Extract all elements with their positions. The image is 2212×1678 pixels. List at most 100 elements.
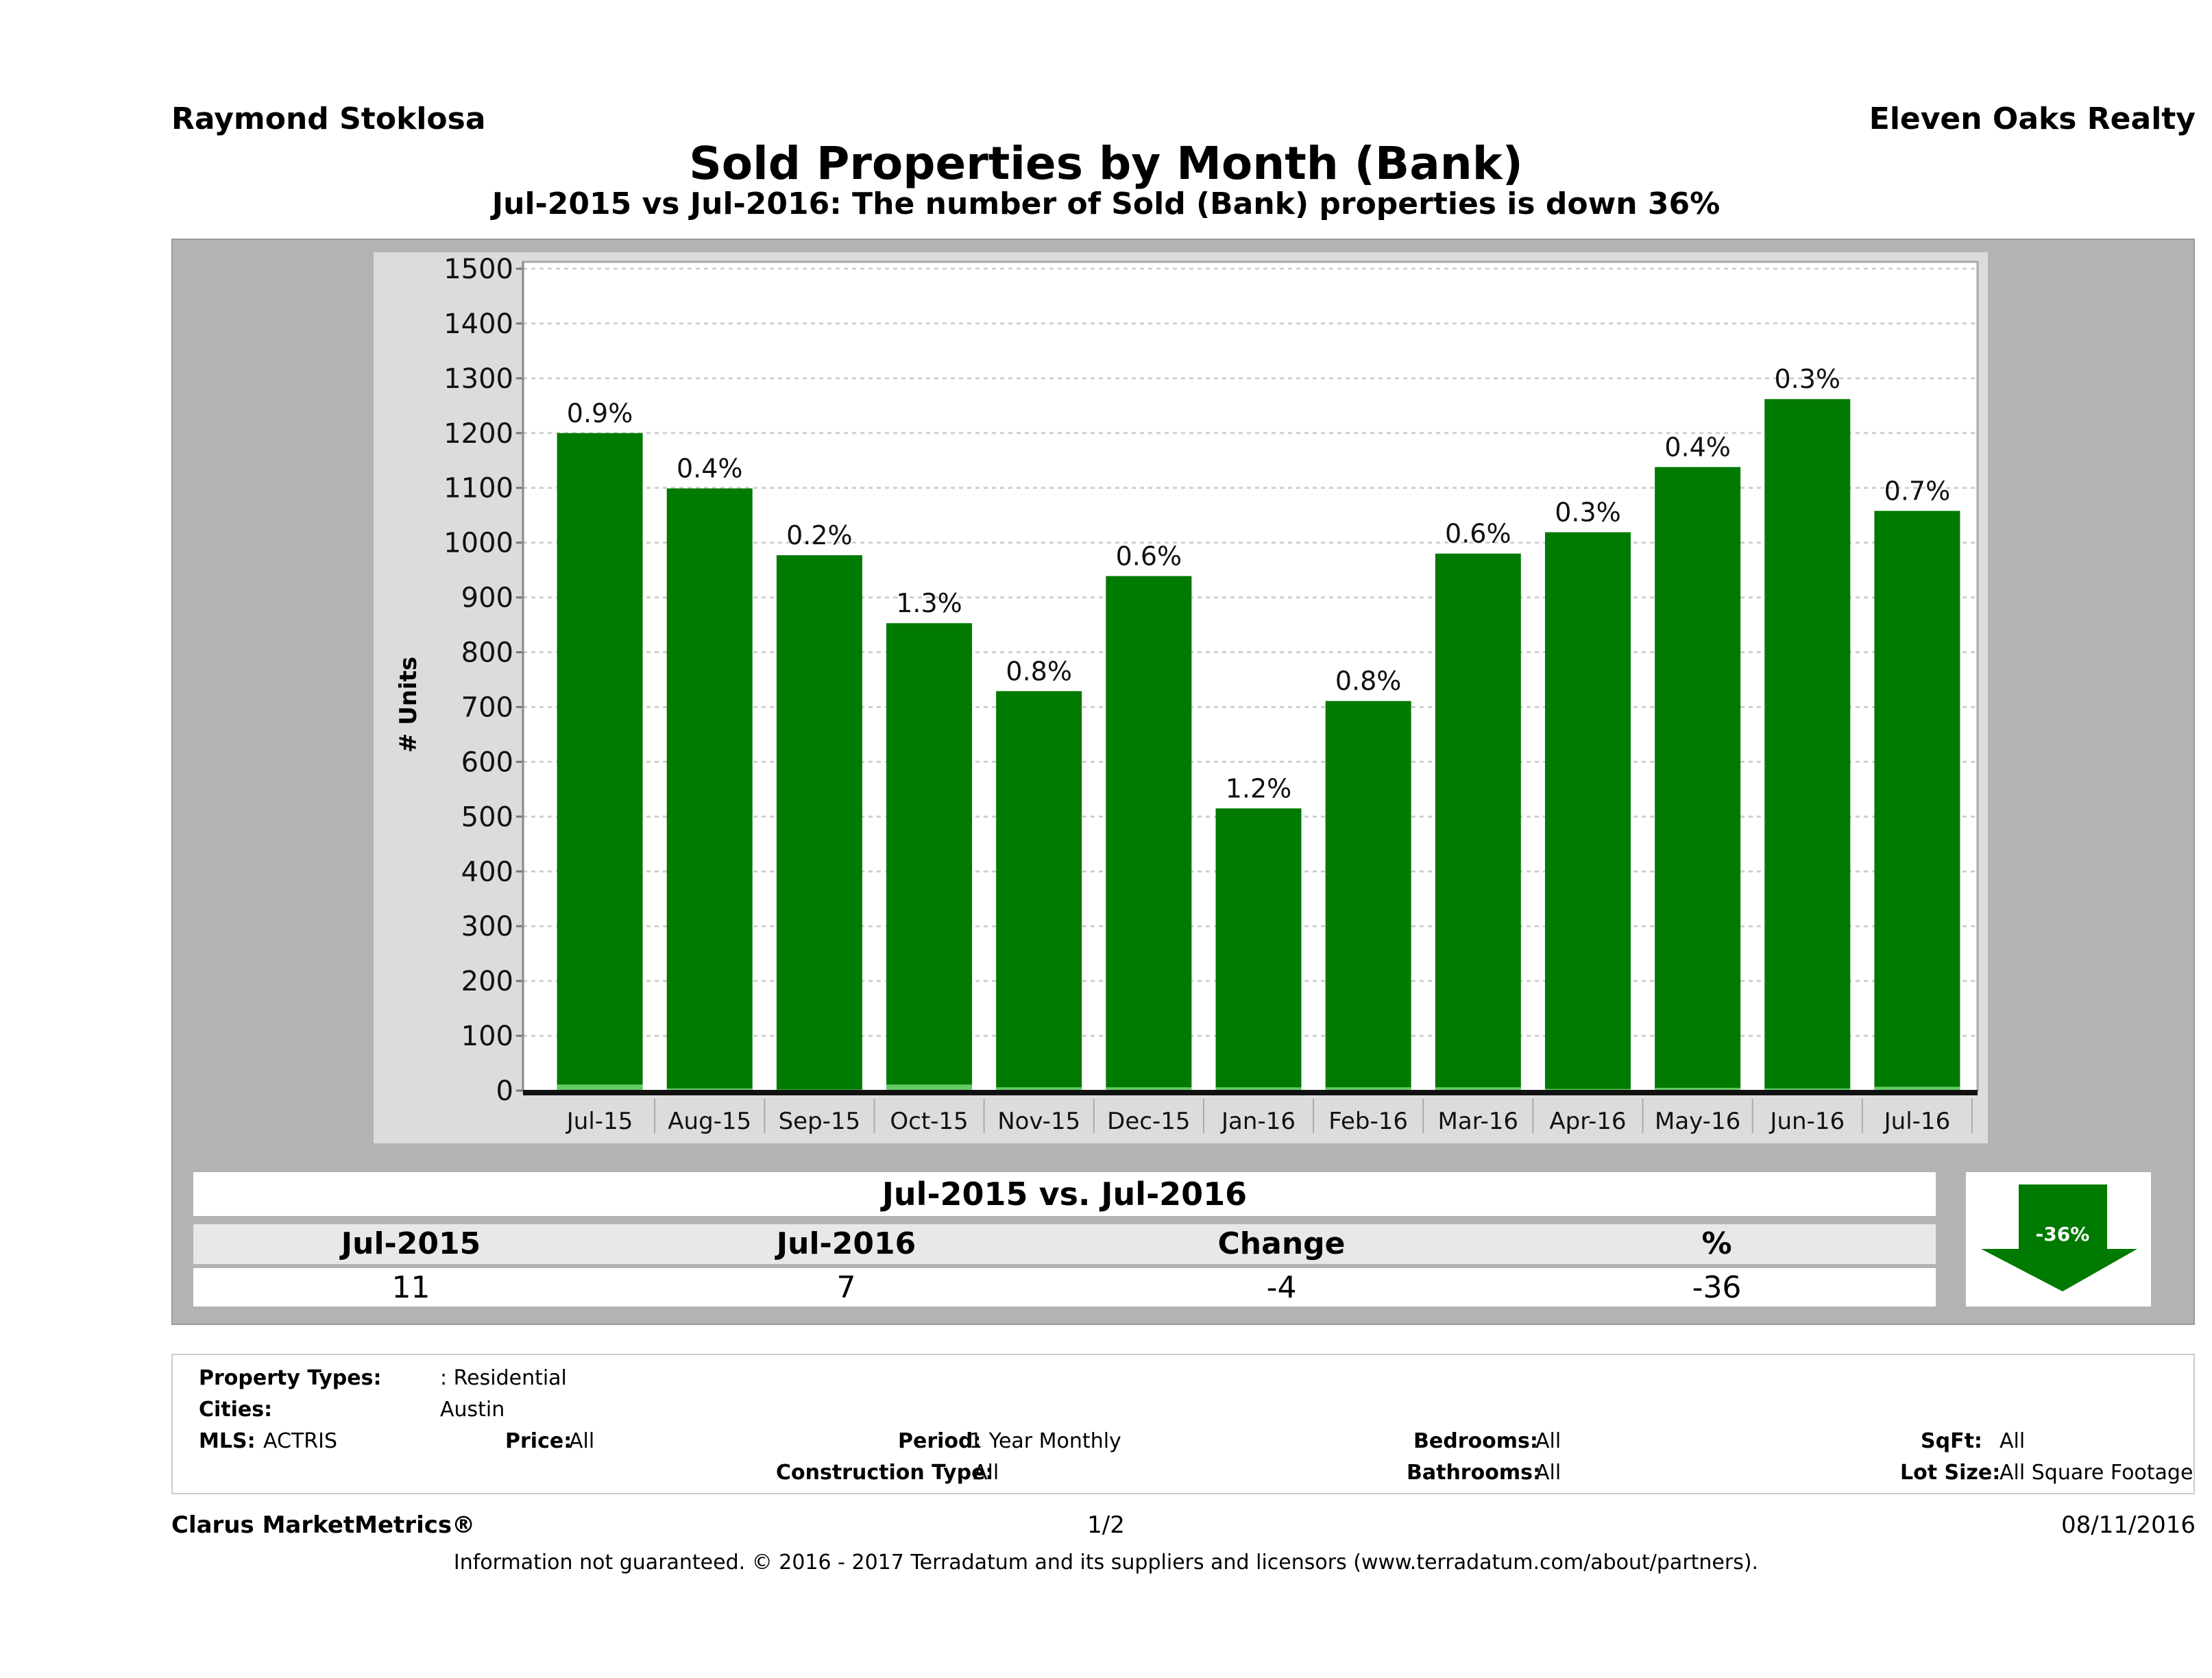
y-tick-label: 1400 <box>443 308 513 340</box>
bar-bank <box>1106 1087 1192 1091</box>
bar-total <box>1215 808 1302 1091</box>
report-date: 08/11/2016 <box>2061 1511 2196 1539</box>
sqft-label: SqFt: <box>1921 1429 1982 1453</box>
bar-total <box>1325 701 1411 1091</box>
summary-value-jul-2016: 7 <box>836 1270 856 1305</box>
chart-panel: 0 100 200 300 400 500 600 700 800 900 1000 1100 1200… <box>374 252 1988 1143</box>
bar-total <box>1544 532 1631 1091</box>
page-number: 1/2 <box>1087 1511 1125 1539</box>
cities-value: Austin <box>440 1398 505 1422</box>
price-label: Price: <box>505 1429 572 1453</box>
y-tick-label: 700 <box>461 692 513 723</box>
trend-arrow-label: -36% <box>2036 1223 2090 1245</box>
x-tick-label: Apr-16 <box>1549 1108 1626 1135</box>
x-tick-label: Aug-15 <box>668 1108 751 1135</box>
y-tick-label: 1200 <box>443 418 513 450</box>
bar-bank <box>666 1088 753 1091</box>
x-tick-label: Jan-16 <box>1220 1108 1296 1135</box>
bar-bank <box>557 1084 643 1091</box>
disclaimer: Information not guaranteed. © 2016 - 201… <box>453 1551 1759 1574</box>
bar-bank <box>1215 1087 1302 1091</box>
data-label: 0.2% <box>786 520 853 550</box>
summary-header-percent: % <box>1701 1226 1732 1261</box>
report-title: Sold Properties by Month (Bank) <box>689 137 1523 190</box>
down-arrow-icon: -36% <box>1981 1184 2137 1291</box>
bar-chart: 0 100 200 300 400 500 600 700 800 900 1000 1100 1200… <box>395 254 1979 1135</box>
bar-bank <box>886 1084 973 1091</box>
data-label: 0.9% <box>567 398 633 428</box>
y-tick-label: 300 <box>461 911 513 943</box>
report-subtitle: Jul-2015 vs Jul-2016: The number of Sold… <box>491 186 1721 221</box>
summary-title: Jul-2015 vs. Jul-2016 <box>193 1172 1936 1216</box>
summary-header-jul-2015: Jul-2015 <box>341 1226 481 1261</box>
bar-bank <box>1435 1087 1521 1091</box>
y-tick-label: 1500 <box>443 254 513 285</box>
period-label: Period: <box>898 1429 982 1453</box>
period-value: 1 Year Monthly <box>969 1429 1121 1453</box>
data-label: 0.3% <box>1555 497 1621 527</box>
data-label: 0.4% <box>1664 432 1731 462</box>
data-label: 1.3% <box>896 588 962 618</box>
bar-total <box>1764 399 1851 1091</box>
mls-value: ACTRIS <box>263 1429 338 1453</box>
bar-total <box>886 623 973 1091</box>
data-label: 1.2% <box>1226 773 1292 803</box>
lot-size-value: All Square Footage <box>2000 1461 2193 1485</box>
summary-header-change: Change <box>1217 1226 1346 1261</box>
bar-bank <box>1874 1086 1960 1091</box>
x-tick-label: Jul-15 <box>566 1108 633 1135</box>
bar-bank <box>1764 1088 1851 1091</box>
bar-bank <box>1325 1087 1411 1091</box>
data-label: 0.8% <box>1006 656 1072 686</box>
data-label: 0.7% <box>1884 476 1951 506</box>
bar-total <box>996 691 1082 1091</box>
y-tick-label: 900 <box>461 583 513 614</box>
bar-total <box>1106 576 1192 1091</box>
bar-total <box>1435 553 1521 1091</box>
bathrooms-value: All <box>1535 1461 1561 1485</box>
y-tick-label: 800 <box>461 637 513 669</box>
comparison-summary: Jul-2015 vs. Jul-2016 Jul-2015 Jul-2016 … <box>193 1172 1936 1306</box>
y-tick-label: 400 <box>461 856 513 888</box>
x-tick-label: Oct-15 <box>890 1108 968 1135</box>
summary-header-row: Jul-2015 Jul-2016 Change % <box>193 1224 1936 1264</box>
y-tick-label: 200 <box>461 966 513 997</box>
bar-total <box>666 488 753 1091</box>
x-tick-label: Jul-16 <box>1883 1108 1951 1135</box>
x-tick-label: Sep-15 <box>779 1108 861 1135</box>
summary-header-jul-2016: Jul-2016 <box>776 1226 916 1261</box>
x-tick-label: Jun-16 <box>1769 1108 1845 1135</box>
summary-value-percent: -36 <box>1692 1270 1742 1305</box>
bedrooms-value: All <box>1535 1429 1561 1453</box>
x-tick-label: Dec-15 <box>1107 1108 1190 1135</box>
construction-type-label: Construction Type: <box>776 1461 994 1485</box>
trend-arrow-box: -36% <box>1966 1172 2151 1306</box>
y-tick-label: 0 <box>496 1075 513 1107</box>
property-types-label: Property Types: <box>199 1366 382 1390</box>
y-tick-label: 100 <box>461 1021 513 1052</box>
cities-label: Cities: <box>199 1398 273 1422</box>
mls-label: MLS: <box>199 1429 256 1453</box>
x-tick-label: Mar-16 <box>1438 1108 1519 1135</box>
bar-total <box>776 555 862 1091</box>
bedrooms-label: Bedrooms: <box>1413 1429 1538 1453</box>
lot-size-label: Lot Size: <box>1900 1461 2001 1485</box>
summary-value-change: -4 <box>1266 1270 1297 1305</box>
bar-total <box>557 433 643 1091</box>
data-label: 0.6% <box>1445 519 1511 549</box>
summary-value-jul-2015: 11 <box>391 1270 430 1305</box>
summary-values-row: 11 7 -4 -36 <box>193 1268 1936 1306</box>
y-tick-label: 600 <box>461 746 513 778</box>
sqft-value: All <box>2000 1429 2026 1453</box>
y-tick-label: 500 <box>461 801 513 833</box>
x-tick-label: May-16 <box>1655 1108 1740 1135</box>
property-types-value: : Residential <box>440 1366 567 1390</box>
y-tick-label: 1100 <box>443 473 513 504</box>
y-tick-label: 1000 <box>443 528 513 559</box>
bar-bank <box>1655 1088 1741 1091</box>
bathrooms-label: Bathrooms: <box>1407 1461 1541 1485</box>
bar-bank <box>996 1087 1082 1091</box>
y-tick-label: 1300 <box>443 363 513 395</box>
footer-brand: Clarus MarketMetrics® <box>171 1511 476 1539</box>
x-tick-label: Feb-16 <box>1328 1108 1408 1135</box>
